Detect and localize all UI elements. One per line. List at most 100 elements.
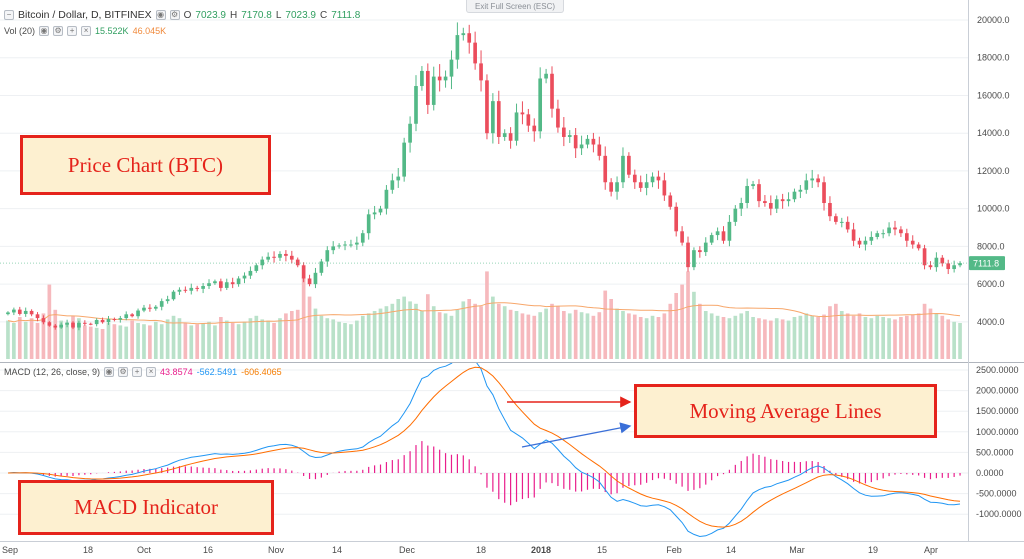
volume-bar	[100, 329, 105, 359]
candle-body	[301, 265, 306, 279]
volume-bar	[278, 318, 282, 359]
candle-body	[213, 281, 217, 284]
candle-body	[650, 176, 655, 183]
volume-bar	[804, 313, 809, 359]
volume-bar	[934, 313, 939, 359]
eye-icon[interactable]: ◉	[104, 367, 115, 377]
volume-ma-value: 46.045K	[132, 26, 167, 36]
candle-body	[485, 80, 489, 134]
close-icon[interactable]: ×	[81, 26, 92, 36]
time-tick-label: 18	[82, 545, 94, 555]
candle-body	[597, 144, 602, 156]
candle-body	[904, 233, 909, 241]
settings-icon[interactable]: ⚙	[118, 367, 129, 377]
candle-body	[786, 199, 791, 202]
volume-bar	[420, 311, 424, 359]
volume-bar	[632, 314, 637, 359]
candle-body	[751, 184, 755, 187]
volume-bar	[562, 311, 566, 359]
settings-icon[interactable]: ⚙	[169, 10, 180, 20]
candle-body	[425, 70, 430, 105]
price-tick-label: 18000.0	[977, 53, 1010, 63]
volume-bar	[431, 306, 436, 359]
volume-bar	[703, 311, 708, 359]
candle-body	[201, 286, 205, 289]
price-tick-label: 20000.0	[977, 15, 1010, 25]
price-chart[interactable]: 7111.8 20000.0 18000.0 16000.0 14000.0 12000.…	[0, 0, 1024, 362]
candle-body	[585, 138, 590, 145]
exit-fullscreen-button[interactable]: Exit Full Screen (ESC)	[466, 0, 565, 13]
candle-body	[171, 291, 176, 300]
settings-icon[interactable]: ⚙	[53, 26, 64, 36]
candle-body	[124, 314, 129, 319]
volume-bar	[899, 317, 903, 359]
volume-bar	[224, 320, 229, 359]
candle-body	[674, 206, 679, 232]
volume-bar	[337, 321, 341, 359]
volume-bar	[585, 313, 590, 359]
macd-tick-label: 0.0000	[976, 468, 1004, 478]
volume-bar	[12, 323, 16, 359]
signal-line	[7, 366, 961, 528]
volume-bar	[124, 326, 129, 359]
volume-bar	[810, 315, 815, 359]
candle-body	[922, 248, 927, 266]
candle-body	[556, 108, 560, 128]
pane-separator[interactable]	[0, 362, 1024, 363]
close-label: C	[319, 9, 328, 21]
eye-icon[interactable]: ◉	[39, 26, 50, 36]
volume-label: Vol (20)	[4, 26, 36, 36]
candle-body	[893, 227, 897, 230]
candle-body	[53, 325, 58, 328]
volume-bar	[88, 326, 93, 359]
eye-icon[interactable]: ◉	[155, 10, 166, 20]
candle-body	[579, 144, 584, 149]
collapse-icon[interactable]: −	[4, 10, 14, 20]
volume-bar	[319, 315, 324, 359]
volume-bar	[597, 312, 602, 359]
volume-bar	[153, 321, 158, 359]
time-axis[interactable]: Sep 18 Oct 16 Nov 14 Dec 18 2018 15 Feb 14 Mar 19 Apr	[0, 541, 1024, 559]
volume-bar	[349, 324, 353, 359]
candle-body	[130, 314, 134, 317]
candle-body	[638, 182, 643, 188]
more-icon[interactable]: +	[67, 26, 78, 36]
candle-body	[952, 265, 956, 270]
volume-bar	[798, 315, 803, 359]
candle-body	[313, 272, 318, 285]
price-pane[interactable]: 7111.8 20000.0 18000.0 16000.0 14000.0 12000.…	[0, 0, 1024, 362]
volume-bar	[757, 318, 761, 359]
candle-body	[780, 199, 785, 202]
annotation-moving-average: Moving Average Lines	[634, 384, 937, 438]
close-icon[interactable]: ×	[146, 367, 157, 377]
volume-bar	[621, 311, 625, 359]
candle-body	[183, 289, 188, 291]
candle-body	[567, 135, 572, 137]
candle-body	[698, 250, 702, 253]
time-tick-label: 14	[725, 545, 737, 555]
volume-bar	[928, 308, 933, 359]
candle-body	[148, 307, 152, 309]
candle-body	[757, 184, 761, 202]
candle-body	[768, 203, 773, 209]
candle-body	[875, 233, 880, 237]
candle-body	[834, 216, 838, 222]
volume-bar	[236, 324, 241, 359]
volume-bar	[408, 301, 412, 359]
candle-body	[461, 33, 466, 36]
time-tick-label: Mar	[789, 545, 805, 555]
candle-body	[603, 155, 608, 183]
volume-bar	[183, 323, 188, 359]
volume-bar	[715, 315, 720, 359]
more-icon[interactable]: +	[132, 367, 143, 377]
volume-bar	[295, 309, 300, 359]
volume-bar	[816, 317, 820, 359]
volume-bar	[550, 303, 554, 359]
volume-bar	[331, 319, 336, 359]
time-tick-label: Sep	[1, 545, 19, 555]
price-axis-border	[968, 0, 969, 541]
time-tick-label: 14	[331, 545, 343, 555]
volume-bar	[360, 315, 365, 359]
candle-body	[41, 318, 46, 323]
volume-bar	[41, 313, 46, 359]
